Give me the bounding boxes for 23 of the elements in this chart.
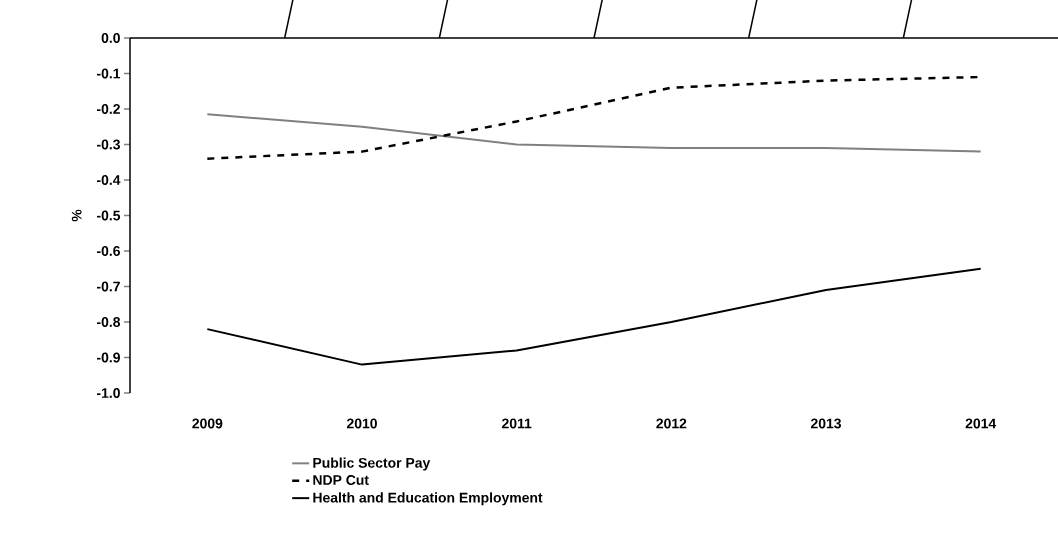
x-tick-label: 2013: [810, 418, 842, 429]
x-tick-label: 2010: [346, 418, 377, 429]
y-tick-label: -1.0: [96, 388, 120, 398]
line-series: [206, 267, 982, 366]
y-tick-label: -0.6: [96, 246, 120, 256]
y-tick-label: -0.7: [96, 281, 120, 292]
x-tick-label: 2009: [192, 418, 223, 429]
x-tick-label: 2014: [965, 418, 997, 429]
y-tick-label: -0.4: [96, 175, 121, 185]
y-tick-label: -0.9: [96, 352, 120, 363]
x-tick-label: 2012: [656, 418, 687, 429]
legend-label: NDP Cut: [313, 475, 369, 485]
y-tick-label: -0.5: [96, 210, 121, 221]
x-tick-label: 2011: [502, 418, 532, 429]
legend-label: Health and Education Employment: [313, 492, 543, 506]
y-tick-label: -0.1: [96, 68, 121, 79]
line-series: [206, 113, 982, 153]
y-tick-label: -0.2: [96, 104, 120, 114]
legend-label: Public Sector Pay: [313, 457, 431, 471]
y-tick-label: -0.3: [96, 139, 120, 150]
y-axis-title: %: [71, 209, 82, 222]
y-tick-label: -0.8: [96, 317, 121, 327]
y-tick-label: 0.0: [101, 33, 120, 43]
